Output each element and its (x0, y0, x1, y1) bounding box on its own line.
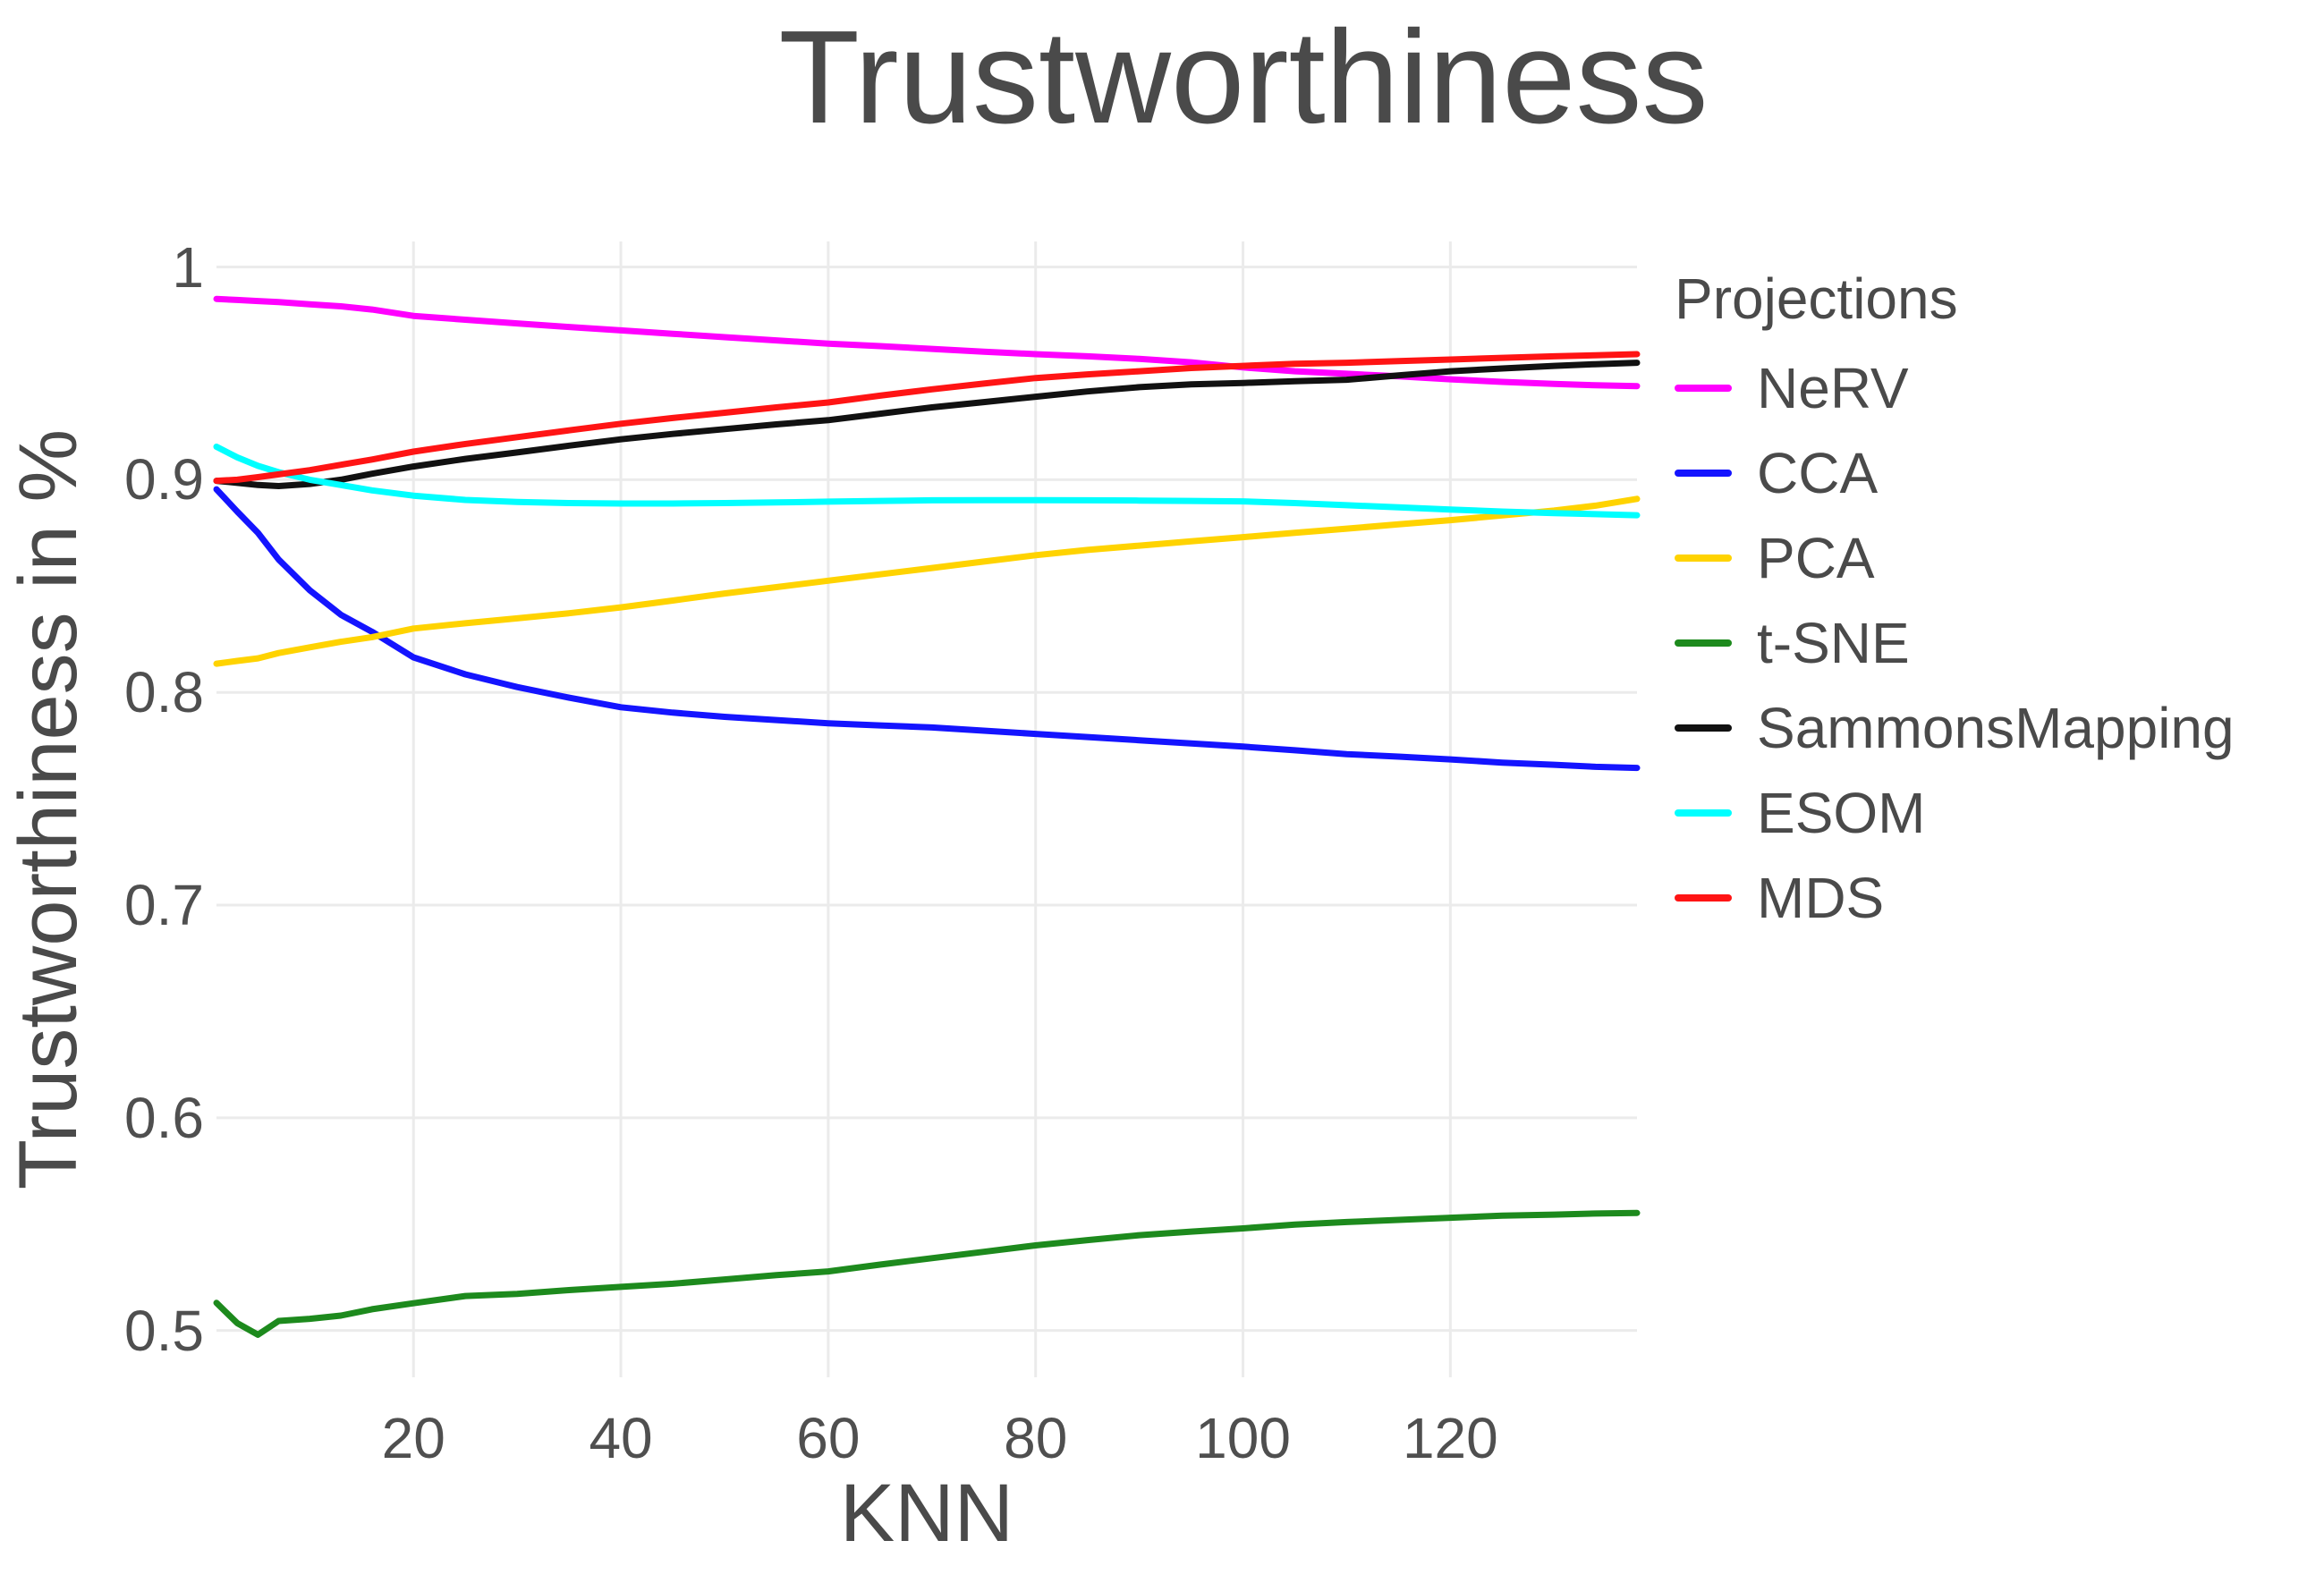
legend: Projections NeRV CCA PCA t-SNE SammonsMappin… (1675, 265, 2235, 940)
legend-swatch-icon (1675, 893, 1732, 902)
y-tick-label: 0.5 (124, 1298, 204, 1363)
legend-swatch-icon (1675, 724, 1732, 732)
chart-title: Trustworthiness (778, 4, 1709, 151)
y-tick-label: 0.7 (124, 873, 204, 938)
x-tick-label: 60 (796, 1406, 861, 1470)
x-tick-label: 80 (1004, 1406, 1068, 1470)
legend-label: CCA (1757, 440, 1879, 505)
legend-swatch-icon (1675, 808, 1732, 817)
x-tick-label: 120 (1402, 1406, 1498, 1470)
legend-label: SammonsMapping (1757, 695, 2235, 760)
x-tick-label: 20 (381, 1406, 445, 1470)
legend-swatch-icon (1675, 554, 1732, 562)
legend-swatch-icon (1675, 469, 1732, 477)
legend-label: ESOM (1757, 780, 1926, 845)
legend-label: MDS (1757, 865, 1885, 930)
legend-label: PCA (1757, 525, 1875, 590)
series-line-CCA (213, 486, 1641, 772)
legend-item-NeRV[interactable]: NeRV (1675, 345, 2235, 430)
legend-item-ESOM[interactable]: ESOM (1675, 770, 2235, 855)
y-axis-title: Trustworthiness in % (3, 428, 94, 1190)
series-line-PCA (213, 495, 1641, 667)
legend-item-PCA[interactable]: PCA (1675, 515, 2235, 600)
series-line-t-SNE (213, 1209, 1641, 1338)
series-line-ESOM (213, 444, 1641, 519)
legend-label: NeRV (1757, 355, 1909, 420)
x-tick-label: 100 (1195, 1406, 1291, 1470)
legend-item-SammonsMapping[interactable]: SammonsMapping (1675, 685, 2235, 770)
y-tick-label: 0.6 (124, 1085, 204, 1150)
series-line-MDS (213, 351, 1641, 485)
legend-item-MDS[interactable]: MDS (1675, 855, 2235, 940)
y-tick-label: 0.9 (124, 447, 204, 512)
legend-item-CCA[interactable]: CCA (1675, 430, 2235, 515)
legend-item-t-SNE[interactable]: t-SNE (1675, 600, 2235, 685)
x-tick-label: 40 (589, 1406, 653, 1470)
series-line-SammonsMapping (213, 360, 1641, 489)
legend-swatch-icon (1675, 384, 1732, 392)
legend-title: Projections (1675, 267, 1958, 331)
legend-items: NeRV CCA PCA t-SNE SammonsMapping ESOM MDS (1675, 345, 2235, 940)
y-tick-label: 1 (172, 234, 204, 300)
legend-label: t-SNE (1757, 610, 1910, 675)
x-axis-title: KNN (839, 1468, 1014, 1559)
legend-swatch-icon (1675, 639, 1732, 647)
y-tick-label: 0.8 (124, 660, 204, 725)
